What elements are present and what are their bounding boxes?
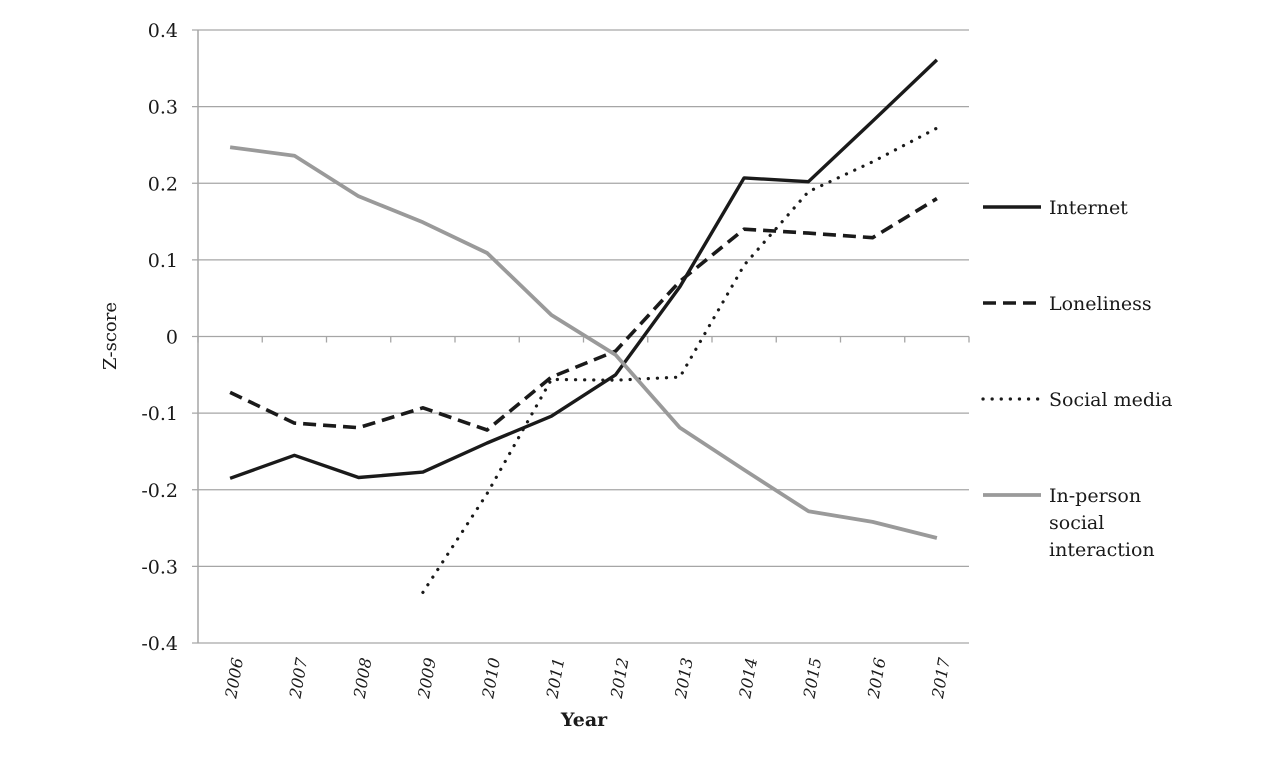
y-tick-label: 0.2 (148, 173, 178, 195)
x-tick-label: 2011 (542, 656, 568, 700)
legend-item-in-person-social-interaction: In-person social interaction (983, 485, 1155, 561)
gridlines (192, 29, 969, 644)
x-tick-label: 2006 (221, 656, 247, 700)
y-tick-label: 0.3 (148, 97, 178, 119)
x-tick-label: 2013 (671, 656, 697, 700)
series-line-loneliness (229, 197, 938, 432)
series-line-internet (229, 58, 939, 480)
legend-item-loneliness: Loneliness (983, 293, 1152, 315)
y-axis-title: Z-score (100, 302, 121, 370)
data-series (229, 58, 939, 595)
legend-label: Loneliness (1049, 293, 1152, 315)
x-tick-label: 2009 (414, 656, 440, 700)
y-tick-label: 0.1 (148, 250, 178, 272)
legend-label: social (1049, 512, 1104, 534)
x-tick-label: 2010 (478, 656, 504, 700)
legend-label: Internet (1049, 197, 1128, 219)
legend: Internet Loneliness Social media In-person s… (981, 197, 1172, 561)
x-tick-label: 2017 (928, 655, 954, 700)
series-line-in-person-social-interaction (229, 145, 938, 540)
x-tick-label: 2015 (799, 656, 825, 700)
x-axis-tick-labels: 2006 2007 2008 2009 2010 2011 2012 2013 2014 2015… (221, 655, 954, 700)
y-tick-label: -0.4 (141, 633, 178, 655)
x-axis-title: Year (560, 709, 608, 731)
axes (197, 30, 970, 643)
x-tick-label: 2007 (285, 655, 311, 700)
legend-label: Social media (1049, 389, 1172, 411)
x-tick-label: 2008 (350, 656, 376, 700)
x-tick-label: 2014 (735, 656, 761, 700)
y-tick-label: -0.1 (141, 403, 178, 425)
y-tick-label: -0.3 (141, 556, 178, 578)
series-line-social-media (421, 126, 939, 595)
legend-item-internet: Internet (983, 197, 1128, 219)
y-tick-label: 0 (166, 327, 178, 349)
legend-label: interaction (1049, 539, 1155, 561)
legend-item-social-media: Social media (981, 389, 1172, 411)
legend-label: In-person (1049, 485, 1141, 507)
y-tick-label: -0.2 (141, 480, 178, 502)
x-tick-label: 2016 (864, 656, 890, 700)
x-tick-label: 2012 (607, 656, 633, 700)
y-tick-label: 0.4 (148, 20, 178, 42)
y-axis-tick-labels: 0.4 0.3 0.2 0.1 0 -0.1 -0.2 -0.3 -0.4 (141, 20, 178, 655)
